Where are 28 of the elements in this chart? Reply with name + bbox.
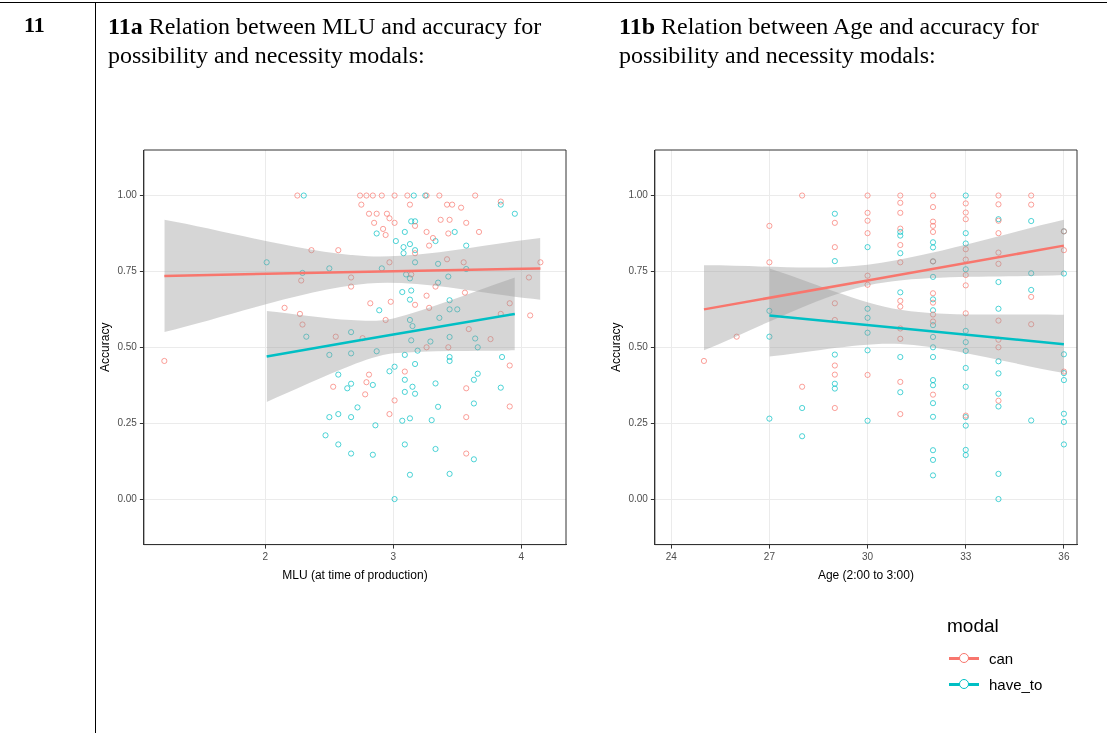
x-axis-title: Age (2:00 to 3:00) <box>817 568 914 583</box>
x-tick-label: 3 <box>390 551 397 563</box>
y-tick-label: 0.75 <box>628 265 649 277</box>
chart-title: 11a Relation between MLU and accuracy for possibility and necessity modals: <box>108 13 542 68</box>
legend-title: modal <box>947 615 1000 637</box>
y-tick-label: 0.75 <box>117 265 138 277</box>
y-tick-label: 0.00 <box>117 492 138 504</box>
x-axis-title: MLU (at time of production) <box>282 568 428 583</box>
y-axis-title: Accuracy <box>608 322 623 372</box>
y-tick-label: 1.00 <box>117 189 138 201</box>
y-tick-label: 0.50 <box>117 341 138 353</box>
x-tick-label: 33 <box>960 551 972 563</box>
text: 11 <box>24 12 45 38</box>
x-tick-label: 36 <box>1058 551 1070 563</box>
y-tick-label: 1.00 <box>628 189 649 201</box>
x-tick-label: 27 <box>763 551 776 563</box>
y-axis-title: Accuracy <box>97 322 112 372</box>
y-tick-label: 0.25 <box>628 416 649 428</box>
chart-title: 11b Relation between Age and accuracy for possibility and necessity modals: <box>619 13 1039 68</box>
y-tick-label: 0.50 <box>628 341 649 353</box>
y-tick-label: 0.25 <box>117 416 138 428</box>
legend-label: have_to <box>988 674 1043 695</box>
x-tick-label: 4 <box>518 551 525 563</box>
x-tick-label: 24 <box>665 551 678 563</box>
x-tick-label: 30 <box>862 551 874 563</box>
legend-label: can <box>988 648 1015 669</box>
y-tick-label: 0.00 <box>628 492 649 504</box>
x-tick-label: 2 <box>262 551 269 563</box>
